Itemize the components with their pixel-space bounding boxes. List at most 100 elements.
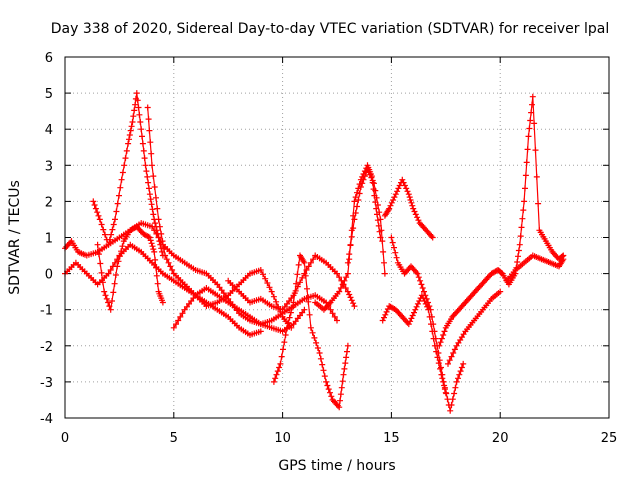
data-point [321,373,328,380]
data-point [377,216,384,223]
data-point [372,187,379,194]
data-point [388,199,395,206]
series-arc-7 [225,252,358,313]
data-point [439,375,446,382]
data-point [337,391,344,398]
data-point [96,216,103,223]
data-point [379,317,386,324]
data-point [170,324,177,331]
data-point [441,386,448,393]
data-point [276,364,283,371]
data-point [421,298,428,304]
data-point [346,291,353,298]
data-point [391,194,398,201]
data-point [140,147,147,154]
data-point [392,249,399,256]
data-point [418,292,425,299]
data-point [144,104,151,111]
data-point [344,348,350,355]
data-point [514,259,521,265]
data-point [147,196,154,203]
data-point [146,234,153,241]
data-point [270,293,277,300]
data-point [91,202,98,208]
y-axis-label: SDTVAR / TECUs [7,180,23,295]
series-arc-1 [62,220,308,335]
data-point [429,234,436,241]
data-point [360,176,367,183]
data-point [344,288,351,295]
data-point [337,397,343,404]
data-point [273,371,280,378]
data-point [148,201,155,208]
x-tick-label: 20 [492,431,509,446]
data-point [123,147,130,154]
data-point [368,174,375,181]
plot-frame [64,56,610,419]
data-point [145,179,152,186]
data-point [420,295,427,302]
data-point [440,378,447,385]
data-point [529,93,536,100]
data-point [99,279,106,286]
series-arc-10 [344,165,388,277]
data-point [282,332,289,338]
data-point [149,243,156,250]
data-point [287,309,294,316]
data-point [527,117,534,124]
data-point [381,259,387,266]
data-point [378,227,385,234]
data-point [560,256,567,263]
data-point [380,248,387,255]
data-point [526,125,533,132]
data-point [94,241,101,248]
data-point [105,270,112,277]
data-point [310,256,317,263]
data-point [351,303,358,310]
data-point [280,346,286,353]
data-point [273,298,280,305]
series-line [438,269,503,347]
data-point [455,375,461,382]
data-point [393,254,400,261]
data-point [408,199,415,206]
data-point [146,127,153,134]
data-point [297,279,303,286]
data-point [392,191,399,198]
data-point [425,306,432,313]
series-line [390,237,464,411]
data-point [457,368,464,375]
data-point [305,263,312,270]
data-point [128,123,135,130]
data-point [134,97,141,104]
data-point [343,274,350,281]
data-point [144,173,151,180]
series-arc-17 [503,252,567,284]
data-point [325,386,332,393]
data-point [516,241,523,248]
data-point [301,259,308,266]
data-point [175,317,182,324]
data-point [428,321,434,328]
data-point [518,224,525,231]
data-point [109,226,116,233]
data-point [386,205,393,212]
data-point [449,396,456,403]
data-point [145,116,152,123]
data-point [447,407,454,414]
data-point [407,197,414,203]
data-point [339,281,346,288]
data-point [440,332,447,338]
data-point [405,321,412,328]
data-point [415,217,422,224]
data-point [406,194,413,201]
data-point [416,298,423,304]
data-point [414,300,421,307]
data-point [160,245,167,252]
data-point [352,210,359,216]
x-tick-label: 15 [383,431,400,446]
data-point [376,209,383,216]
data-point [359,180,366,187]
data-point [522,172,529,179]
